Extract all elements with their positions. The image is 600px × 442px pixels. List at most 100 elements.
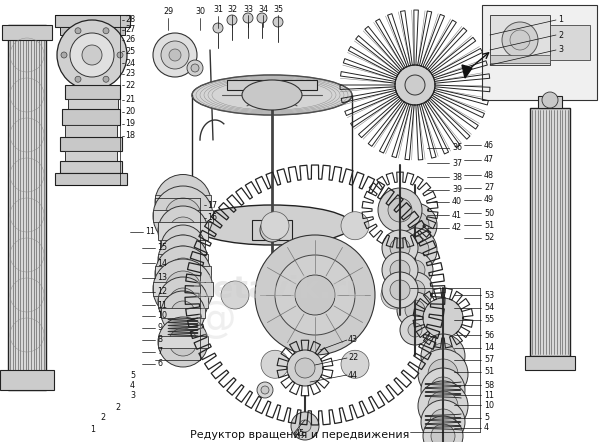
- Text: 19: 19: [125, 119, 135, 129]
- Text: detavik.ru: detavik.ru: [192, 275, 368, 305]
- Circle shape: [418, 349, 468, 399]
- Text: 55: 55: [484, 316, 494, 324]
- Circle shape: [381, 281, 409, 309]
- Text: 32: 32: [227, 4, 237, 14]
- Text: 34: 34: [258, 4, 268, 14]
- Circle shape: [169, 49, 181, 61]
- Text: 33: 33: [243, 4, 253, 14]
- Bar: [525, 356, 575, 370]
- Circle shape: [382, 230, 418, 266]
- Text: 27: 27: [484, 183, 494, 193]
- Text: 10: 10: [157, 312, 167, 320]
- Text: 44: 44: [348, 370, 358, 380]
- Circle shape: [382, 252, 418, 288]
- Text: 54: 54: [484, 304, 494, 312]
- Text: 11: 11: [484, 390, 494, 400]
- Circle shape: [158, 235, 208, 285]
- Text: 18: 18: [125, 132, 135, 141]
- Circle shape: [161, 225, 205, 269]
- Bar: [65, 125, 117, 137]
- Circle shape: [158, 317, 208, 367]
- Circle shape: [397, 252, 433, 288]
- Circle shape: [165, 198, 201, 234]
- Circle shape: [275, 255, 355, 335]
- Text: @: @: [194, 299, 236, 341]
- Circle shape: [57, 20, 127, 90]
- Circle shape: [430, 409, 456, 435]
- Text: 50: 50: [484, 209, 494, 217]
- Circle shape: [261, 350, 289, 378]
- Circle shape: [401, 211, 429, 239]
- Circle shape: [273, 17, 283, 27]
- Circle shape: [261, 212, 289, 240]
- Text: 48: 48: [484, 171, 494, 179]
- Bar: [55, 173, 127, 185]
- Circle shape: [191, 64, 199, 72]
- Bar: [60, 161, 122, 173]
- Circle shape: [161, 41, 189, 69]
- Text: 12: 12: [157, 287, 167, 297]
- Text: 25: 25: [125, 46, 135, 56]
- Text: 11: 11: [145, 228, 155, 236]
- Circle shape: [213, 23, 223, 33]
- Text: 42: 42: [452, 224, 462, 232]
- Circle shape: [390, 260, 410, 280]
- Circle shape: [103, 28, 109, 34]
- Circle shape: [542, 92, 558, 108]
- Circle shape: [227, 15, 237, 25]
- Circle shape: [421, 334, 465, 378]
- Text: 13: 13: [157, 274, 167, 282]
- Text: 22: 22: [125, 80, 135, 89]
- Text: 4: 4: [484, 423, 489, 433]
- Bar: [60, 27, 125, 35]
- Bar: [158, 296, 208, 308]
- Bar: [155, 266, 211, 282]
- Circle shape: [341, 350, 369, 378]
- Bar: [68, 99, 118, 109]
- Circle shape: [393, 203, 437, 247]
- Circle shape: [401, 236, 429, 264]
- Text: 1: 1: [90, 426, 95, 434]
- Bar: [158, 336, 208, 348]
- Text: 21: 21: [125, 95, 135, 104]
- Circle shape: [169, 328, 197, 356]
- Ellipse shape: [192, 205, 352, 245]
- Circle shape: [405, 260, 425, 280]
- Text: 46: 46: [484, 141, 494, 149]
- Text: 23: 23: [125, 69, 135, 79]
- Circle shape: [388, 198, 412, 222]
- Circle shape: [400, 315, 430, 345]
- Text: 31: 31: [213, 5, 223, 15]
- Text: 17: 17: [207, 201, 217, 210]
- Text: 2: 2: [558, 30, 563, 39]
- Text: 24: 24: [125, 58, 135, 68]
- Text: 16: 16: [207, 213, 217, 222]
- Circle shape: [428, 359, 458, 389]
- Circle shape: [171, 301, 195, 325]
- Text: 29: 29: [163, 8, 173, 16]
- Circle shape: [165, 271, 201, 307]
- Circle shape: [260, 218, 284, 242]
- Bar: [161, 240, 205, 254]
- Bar: [8, 25, 46, 390]
- Text: 20: 20: [125, 107, 135, 117]
- Circle shape: [187, 60, 203, 76]
- Circle shape: [393, 228, 437, 272]
- Circle shape: [155, 246, 211, 302]
- Circle shape: [158, 277, 208, 327]
- Bar: [490, 55, 550, 63]
- Circle shape: [421, 368, 465, 412]
- Bar: [62, 109, 120, 125]
- Bar: [65, 85, 120, 99]
- Circle shape: [405, 280, 425, 300]
- Circle shape: [255, 235, 375, 355]
- Text: 30: 30: [195, 8, 205, 16]
- Bar: [161, 308, 205, 318]
- Text: 37: 37: [452, 159, 462, 168]
- Circle shape: [295, 358, 315, 378]
- Circle shape: [299, 420, 311, 432]
- Text: 43: 43: [348, 335, 358, 344]
- Circle shape: [397, 272, 433, 308]
- Text: 36: 36: [452, 144, 462, 152]
- Text: 14: 14: [157, 259, 167, 267]
